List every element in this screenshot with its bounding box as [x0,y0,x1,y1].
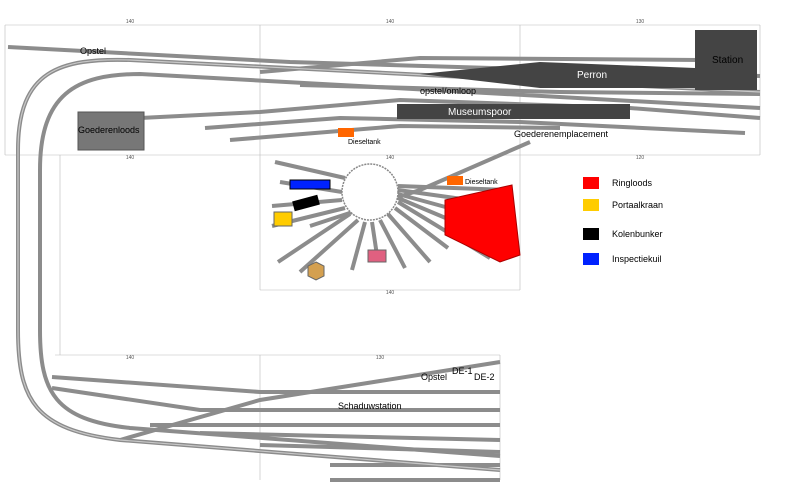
dimension-label: 140 [126,19,135,25]
label: Schaduwstation [338,401,402,411]
buildings [77,30,757,281]
legend-label: Kolenbunker [612,229,663,239]
dimension-label: 140 [386,19,395,25]
legend: Ringloods Portaalkraan Kolenbunker Inspecti… [583,177,663,265]
dimension-label: 140 [126,355,135,361]
label: Opstel [421,372,447,382]
label: opstel/omloop [420,86,476,96]
legend-swatch [583,228,599,240]
dimension-labels: 140 140 130 140 140 120 140 140 130 [126,19,645,361]
legend-label: Inspectiekuil [612,254,662,264]
label: DE-2 [474,372,495,382]
label: Dieseltank [465,179,498,186]
label: Perron [577,70,607,81]
dimension-label: 120 [636,155,645,161]
legend-swatch [583,177,599,189]
label: Museumspoor [448,107,512,118]
legend-swatch [583,199,599,211]
label: Goederenemplacement [514,129,609,139]
label: Goederenloods [78,125,140,135]
legend-label: Ringloods [612,178,653,188]
label: Opstel [80,46,106,56]
legend-swatch [583,253,599,265]
dimension-label: 140 [126,155,135,161]
dimension-label: 140 [386,155,395,161]
dimension-label: 130 [636,19,645,25]
dimension-label: 140 [386,290,395,296]
dimension-label: 130 [376,355,385,361]
label: Station [712,55,743,66]
label: DE-1 [452,366,473,376]
label: Dieseltank [348,139,381,146]
legend-label: Portaalkraan [612,200,663,210]
